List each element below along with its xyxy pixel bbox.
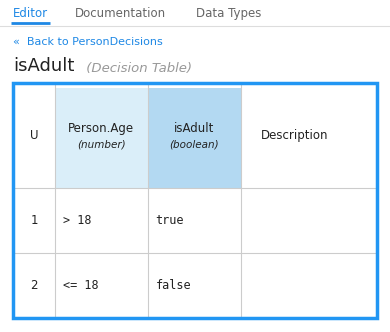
Bar (55, 253, 148, 313)
Bar (241, 253, 345, 313)
Bar (148, 188, 241, 253)
Bar (13, 83, 377, 318)
Text: (number): (number) (77, 139, 126, 149)
Text: (boolean): (boolean) (169, 139, 219, 149)
Text: Editor: Editor (13, 7, 48, 20)
Bar (55, 88, 148, 188)
Text: Person.Age: Person.Age (68, 122, 134, 135)
Text: (Decision Table): (Decision Table) (82, 62, 192, 75)
Text: 2: 2 (30, 279, 38, 292)
Bar (241, 188, 345, 253)
Text: 1: 1 (30, 214, 38, 227)
Text: Documentation: Documentation (75, 7, 166, 20)
Text: <= 18: <= 18 (63, 279, 99, 292)
Bar (148, 253, 241, 313)
Text: true: true (156, 214, 184, 227)
Bar (148, 88, 241, 188)
Text: «  Back to PersonDecisions: « Back to PersonDecisions (13, 37, 163, 47)
Text: Data Types: Data Types (196, 7, 261, 20)
Text: Description: Description (261, 129, 329, 142)
Bar (18, 253, 55, 313)
Bar (55, 188, 148, 253)
Text: isAdult: isAdult (174, 122, 214, 135)
Text: > 18: > 18 (63, 214, 91, 227)
Bar (241, 88, 345, 188)
Text: isAdult: isAdult (13, 57, 74, 75)
Bar (18, 88, 55, 188)
Text: false: false (156, 279, 191, 292)
Text: U: U (30, 129, 38, 142)
Bar (18, 188, 55, 253)
